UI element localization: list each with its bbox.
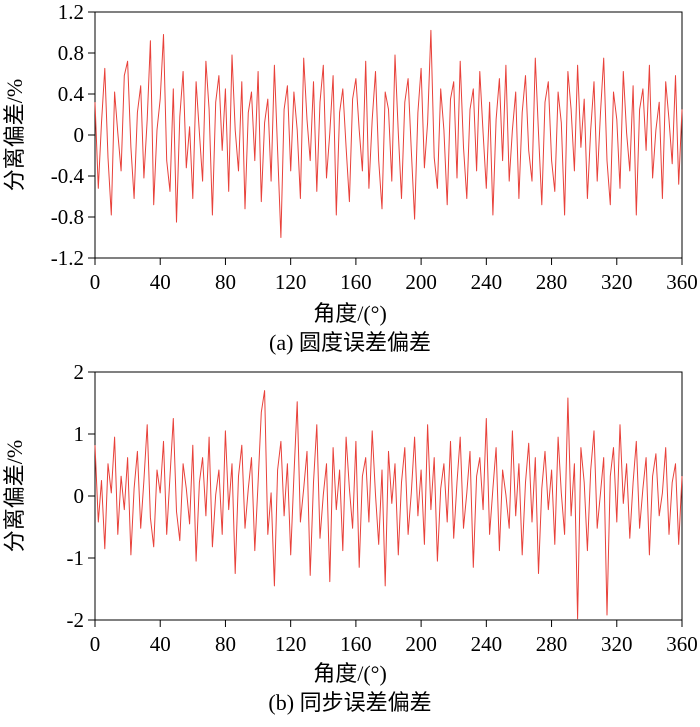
x-tick-label: 80 — [215, 632, 236, 656]
x-tick-label: 160 — [340, 270, 372, 294]
y-tick-label: 0 — [74, 484, 85, 508]
y-tick-label: -0.4 — [51, 164, 85, 188]
x-tick-label: 0 — [90, 632, 101, 656]
chart-b: 分离偏差/% 2 1 0 -1 -2 0 40 80 120 160 200 240 280 320 360… — [0, 360, 700, 718]
y-tick-label: 0.8 — [58, 41, 84, 65]
caption-b: (b) 同步误差偏差 — [268, 690, 432, 715]
x-tick-label: 160 — [340, 632, 372, 656]
plot-box — [94, 371, 683, 621]
x-axis-label-a: 角度/(°) — [313, 301, 387, 326]
x-tick-label: 240 — [471, 270, 503, 294]
x-tick-label: 280 — [536, 632, 568, 656]
y-tick-label: -0.8 — [51, 205, 84, 229]
chart-b-canvas: 分离偏差/% 210-1-20 40 80 120 160 200 240 280 320 360 — [2, 360, 698, 656]
x-tick-label: 120 — [275, 270, 307, 294]
y-tick-label: -2 — [67, 608, 85, 632]
y-tick-label: 0.4 — [58, 82, 85, 106]
y-tick-label: 1 — [74, 422, 85, 446]
plot-box — [94, 11, 683, 259]
x-tick-label: 280 — [536, 270, 568, 294]
chart-a-canvas: 分离偏差/% 1.20.80.40-0.4-0.8-1.20 40 80 120 160… — [2, 0, 698, 294]
x-tick-label: 40 — [150, 632, 171, 656]
x-tick-label: 360 — [666, 632, 698, 656]
x-tick-label: 200 — [405, 632, 437, 656]
y-tick-label: 2 — [74, 360, 85, 384]
chart-a: 分离偏差/% 1.2 0.8 0.4 0 -0.4 -0.8 -1.2 0 40 80 120 160… — [0, 0, 700, 358]
x-tick-label: 80 — [215, 270, 236, 294]
y-tick-label: 1.2 — [58, 0, 84, 24]
caption-a: (a) 圆度误差偏差 — [269, 330, 431, 355]
x-axis-label-b: 角度/(°) — [313, 661, 387, 686]
y-tick-label: -1 — [67, 546, 85, 570]
y-axis-label-a: 分离偏差/% — [2, 79, 27, 191]
x-tick-label: 0 — [90, 270, 101, 294]
x-tick-label: 120 — [275, 632, 307, 656]
data-series-line — [94, 29, 683, 238]
x-tick-label: 320 — [601, 270, 633, 294]
x-tick-label: 360 — [666, 270, 698, 294]
y-tick-label: -1.2 — [51, 246, 84, 270]
y-axis-label-b: 分离偏差/% — [2, 440, 27, 552]
data-series-line — [94, 390, 683, 620]
x-tick-label: 40 — [150, 270, 171, 294]
y-tick-label: 0 — [74, 123, 85, 147]
x-tick-label: 240 — [471, 632, 503, 656]
x-tick-label: 320 — [601, 632, 633, 656]
x-tick-label: 200 — [405, 270, 437, 294]
